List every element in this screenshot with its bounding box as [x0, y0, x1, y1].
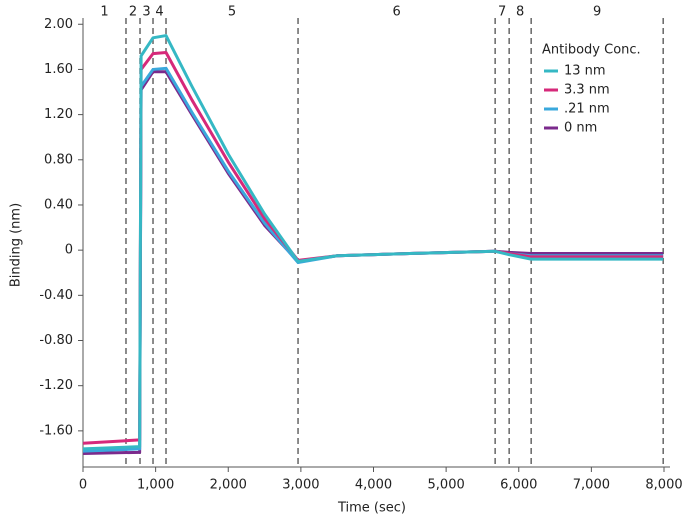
- x-tick-label: 1,000: [137, 478, 174, 493]
- series-line: [82, 34, 664, 451]
- x-tick-label: 0: [79, 478, 87, 493]
- y-tick-label: -1.20: [39, 378, 73, 393]
- x-tick-label: 8,000: [645, 478, 682, 493]
- phase-label: 8: [516, 5, 524, 20]
- legend-label: 0 nm: [564, 121, 597, 136]
- y-tick-label: -1.60: [39, 423, 73, 438]
- x-tick-label: 7,000: [573, 478, 610, 493]
- y-tick-label: -0.80: [39, 333, 73, 348]
- x-tick-label: 3,000: [282, 478, 319, 493]
- phase-label: 6: [392, 5, 400, 20]
- y-tick-label: 0: [65, 243, 73, 258]
- x-tick-label: 5,000: [428, 478, 465, 493]
- x-tick-label: 2,000: [210, 478, 247, 493]
- x-axis-label: Time (sec): [337, 501, 406, 516]
- phase-label: 5: [228, 5, 236, 20]
- y-tick-label: 2.00: [44, 17, 73, 32]
- phase-label: 3: [142, 5, 150, 20]
- phase-label: 7: [498, 5, 506, 20]
- y-tick-label: 0.40: [44, 197, 73, 212]
- phase-label: 1: [100, 5, 108, 20]
- y-tick-label: 1.20: [44, 107, 73, 122]
- legend-label: .21 nm: [564, 102, 610, 117]
- phase-label: 9: [593, 5, 601, 20]
- legend-label: 3.3 nm: [564, 83, 610, 98]
- x-tick-label: 6,000: [500, 478, 537, 493]
- legend-label: 13 nm: [564, 64, 606, 79]
- legend-title: Antibody Conc.: [542, 43, 641, 58]
- x-tick-label: 4,000: [355, 478, 392, 493]
- y-axis-label: Binding (nm): [9, 203, 24, 287]
- y-tick-label: -0.40: [39, 288, 73, 303]
- phase-label: 4: [155, 5, 163, 20]
- y-tick-label: 1.60: [44, 62, 73, 77]
- phase-label: 2: [129, 5, 137, 20]
- y-tick-label: 0.80: [44, 152, 73, 167]
